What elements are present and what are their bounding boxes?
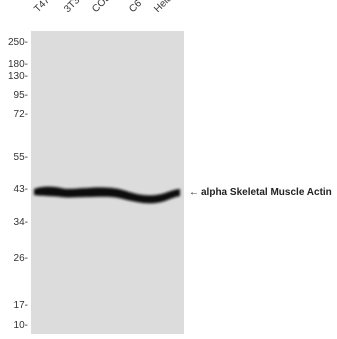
band-label-text: alpha Skeletal Muscle Actin [201,187,332,198]
marker-34: 34- [13,217,28,228]
blot-band-image [34,186,180,204]
marker-180: 180- [7,59,28,70]
marker-55: 55- [13,152,28,163]
protein-band [34,186,180,204]
lane-label-3t3: 3T3 [62,0,83,15]
lane-label-hela: Hela [152,0,175,15]
band-annotation: ← alpha Skeletal Muscle Actin [189,187,332,199]
marker-26: 26- [13,253,28,264]
blot-membrane [31,31,184,334]
marker-43: 43- [13,184,28,195]
lane-label-cos7: COS7 [90,0,118,15]
marker-250: 250- [7,37,28,48]
marker-72: 72- [13,109,28,120]
marker-10: 10- [13,320,28,331]
arrow-left-icon: ← [189,187,199,198]
marker-95: 95- [13,90,28,101]
lane-label-c6: C6 [127,0,145,15]
lane-label-t47d: T47D [32,0,58,15]
marker-17: 17- [13,300,28,311]
marker-130: 130- [7,71,28,82]
